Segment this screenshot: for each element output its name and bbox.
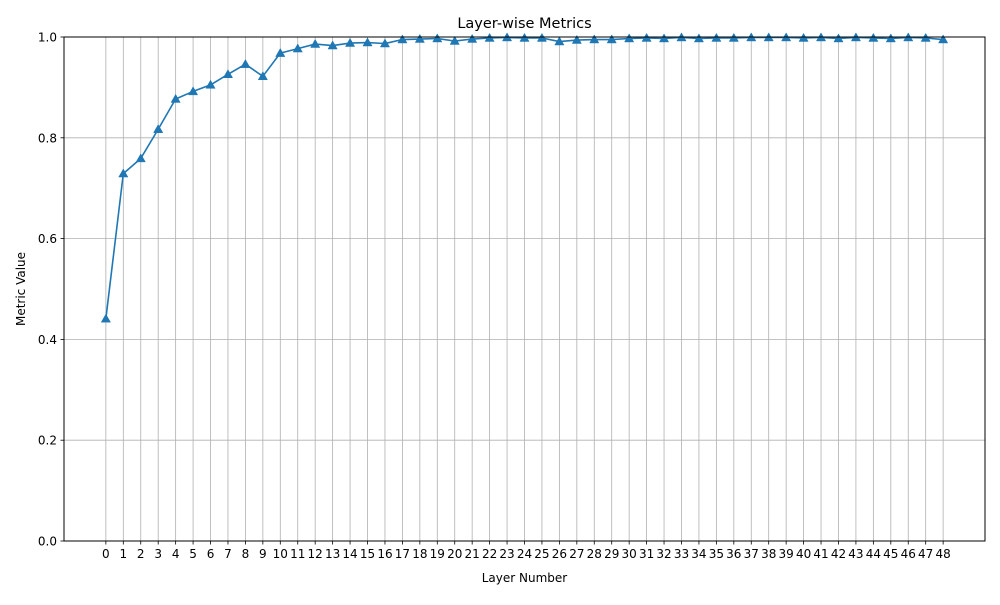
data-point-marker [397,34,408,44]
x-tick-label: 37 [744,547,759,561]
x-tick-label: 38 [761,547,776,561]
x-tick-label: 6 [207,547,215,561]
x-tick-label: 47 [918,547,933,561]
x-tick-label: 35 [709,547,724,561]
x-tick-label: 0 [102,547,110,561]
data-point-marker [257,71,268,81]
data-point-marker [467,33,478,43]
x-tick-label: 31 [639,547,654,561]
x-axis-label: Layer Number [482,571,568,585]
x-tick-label: 5 [189,547,197,561]
x-tick-label: 19 [430,547,445,561]
x-tick-label: 1 [119,547,127,561]
x-tick-label: 15 [360,547,375,561]
x-tick-label: 46 [901,547,916,561]
y-tick-label: 0.8 [38,131,57,145]
data-point-marker [310,38,321,48]
x-tick-label: 13 [325,547,340,561]
x-tick-label: 9 [259,547,267,561]
data-point-marker [345,37,356,47]
x-tick-label: 29 [604,547,619,561]
data-point-marker [571,34,582,44]
data-point-marker [885,33,896,43]
x-tick-label: 34 [691,547,706,561]
data-point-marker [833,33,844,43]
x-tick-label: 2 [137,547,145,561]
x-tick-label: 21 [465,547,480,561]
data-point-marker [414,33,425,43]
x-tick-label: 3 [154,547,162,561]
chart-title: Layer-wise Metrics [457,16,591,32]
data-point-marker [606,34,617,44]
y-tick-label: 1.0 [38,31,57,45]
data-point-marker [327,40,338,50]
data-point-marker [693,33,704,43]
x-tick-label: 18 [412,547,427,561]
data-point-marker [554,36,565,46]
x-tick-label: 25 [534,547,549,561]
x-tick-label: 20 [447,547,462,561]
y-tick-label: 0.2 [38,434,57,448]
x-tick-label: 30 [622,547,637,561]
data-point-marker [449,35,460,45]
x-tick-label: 7 [224,547,232,561]
x-tick-label: 16 [377,547,392,561]
x-tick-label: 41 [813,547,828,561]
axes: 0 1 2 3 4 5 6 7 8 9 10 11 12 13 14 15 16 17 18 19 20 21 22 23 24… [38,31,951,562]
x-tick-label: 33 [674,547,689,561]
data-point-marker [379,38,390,48]
data-point-marker [153,124,164,133]
x-tick-label: 12 [308,547,323,561]
x-tick-label: 43 [848,547,863,561]
x-tick-label: 22 [482,547,497,561]
x-tick-label: 39 [779,547,794,561]
y-axis-label: Metric Value [14,252,28,326]
x-tick-label: 26 [552,547,567,561]
x-tick-label: 45 [883,547,898,561]
data-point-marker [432,33,443,43]
y-tick-label: 0.4 [38,333,57,347]
x-tick-label: 48 [935,547,950,561]
grid [64,36,985,542]
x-tick-label: 10 [273,547,288,561]
x-tick-label: 8 [242,547,250,561]
data-point-marker [362,37,373,47]
x-tick-label: 11 [290,547,305,561]
y-tick-label: 0.0 [38,535,57,549]
x-tick-label: 36 [726,547,741,561]
data-point-marker [624,33,635,43]
data-point-marker [938,34,949,44]
data-point-marker [659,33,670,43]
x-tick-label: 17 [395,547,410,561]
x-tick-label: 42 [831,547,846,561]
x-tick-label: 4 [172,547,180,561]
x-tick-label: 28 [587,547,602,561]
data-point-marker [118,168,129,178]
data-point-marker [135,153,146,163]
data-point-marker [240,59,251,68]
data-point-marker [170,93,181,103]
x-tick-label: 40 [796,547,811,561]
data-point-marker [275,48,286,57]
data-point-marker [205,79,216,89]
x-tick-label: 24 [517,547,532,561]
x-tick-label: 14 [342,547,357,561]
x-tick-label: 23 [499,547,514,561]
x-tick-label: 44 [866,547,881,561]
x-tick-label: 27 [569,547,584,561]
data-point-marker [100,313,111,323]
data-point-marker [292,43,303,53]
y-tick-label: 0.6 [38,232,57,246]
data-point-marker [222,69,233,78]
data-point-marker [589,34,600,44]
x-tick-label: 32 [656,547,671,561]
data-point-marker [188,86,199,96]
